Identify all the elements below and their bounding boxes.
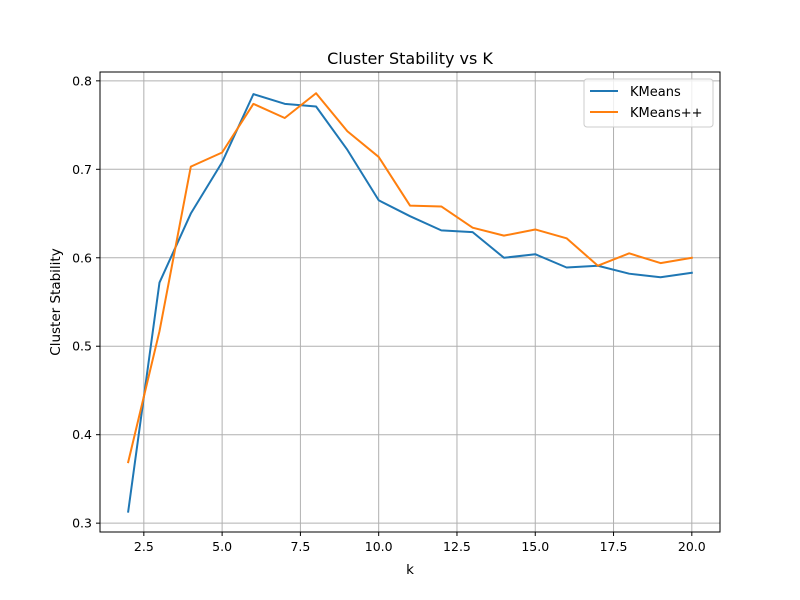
x-tick-label: 17.5 — [600, 539, 628, 554]
x-tick-label: 2.5 — [134, 539, 154, 554]
y-tick-label: 0.6 — [72, 250, 92, 265]
x-tick-label: 5.0 — [212, 539, 232, 554]
grid-layer — [100, 72, 720, 532]
chart-title: Cluster Stability vs K — [327, 49, 493, 68]
y-axis-title: Cluster Stability — [48, 248, 64, 355]
x-axis-title: k — [406, 562, 414, 578]
legend-label-kmeans: KMeans — [630, 85, 681, 100]
y-tick-label: 0.4 — [72, 427, 92, 442]
series-layer — [126, 92, 693, 513]
plot-frame — [99, 71, 721, 533]
x-tick-label: 15.0 — [521, 539, 549, 554]
x-tick-label: 7.5 — [290, 539, 310, 554]
y-tick-label: 0.8 — [72, 73, 92, 88]
y-tick-label: 0.5 — [72, 339, 92, 354]
tick-layer: 2.5 5.0 7.5 10.0 12.5 15.0 17.5 20.0 0.3 0.4 0.5 0.… — [72, 73, 706, 554]
x-tick-label: 10.0 — [365, 539, 393, 554]
legend-label-kmeanspp: KMeans++ — [630, 106, 703, 121]
x-tick-label: 20.0 — [678, 539, 706, 554]
y-tick-label: 0.3 — [72, 516, 92, 531]
y-tick-label: 0.7 — [72, 162, 92, 177]
legend: KMeans KMeans++ — [583, 78, 714, 128]
x-tick-label: 12.5 — [443, 539, 471, 554]
